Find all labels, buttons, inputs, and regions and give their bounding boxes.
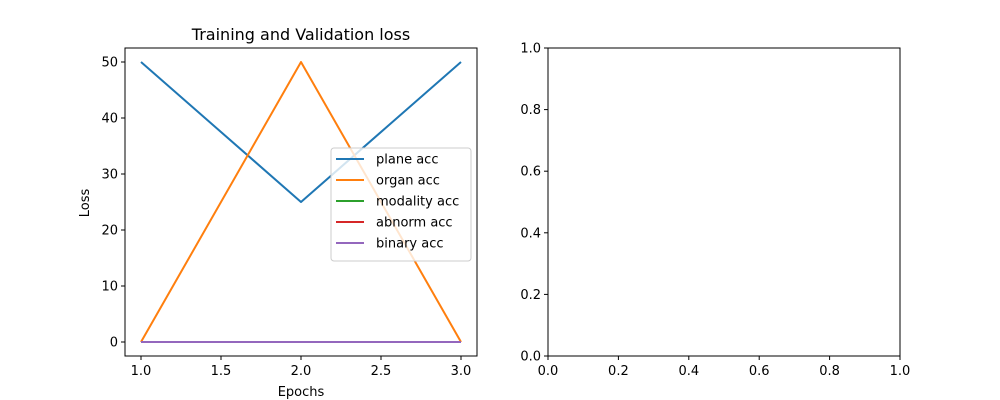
- y-tick-label: 40: [101, 112, 118, 127]
- x-axis-label: Epochs: [278, 385, 325, 400]
- x-tick-label: 2.0: [291, 364, 312, 379]
- y-axis: 0 10 20 30 40 50: [101, 56, 125, 351]
- empty-chart: 0.0 0.2 0.4 0.6 0.8 1.0 0.0 0.2 0.4 0.6 0.8 1.0: [520, 42, 910, 380]
- y-tick-label: 0.2: [520, 288, 541, 303]
- plot-frame: [548, 48, 900, 356]
- legend-label: binary acc: [376, 237, 444, 252]
- x-tick-label: 0.6: [749, 364, 770, 379]
- x-tick-label: 0.2: [608, 364, 629, 379]
- y-tick-label: 30: [101, 168, 118, 183]
- y-tick-label: 1.0: [520, 42, 541, 57]
- y-tick-label: 0.0: [520, 350, 541, 365]
- legend-label: plane acc: [376, 153, 438, 168]
- x-tick-label: 2.5: [371, 364, 392, 379]
- y-axis: 0.0 0.2 0.4 0.6 0.8 1.0: [520, 42, 548, 365]
- y-axis-label: Loss: [78, 189, 93, 218]
- y-tick-label: 10: [101, 280, 118, 295]
- chart-title: Training and Validation loss: [191, 25, 410, 44]
- loss-chart: Training and Validation loss 1.0 1.5 2.0 2.…: [78, 25, 477, 400]
- x-axis: 1.0 1.5 2.0 2.5 3.0: [131, 356, 472, 379]
- x-axis: 0.0 0.2 0.4 0.6 0.8 1.0: [538, 356, 911, 379]
- legend-label: abnorm acc: [376, 216, 453, 231]
- x-tick-label: 3.0: [451, 364, 472, 379]
- x-tick-label: 1.0: [131, 364, 152, 379]
- y-tick-label: 0.4: [520, 226, 541, 241]
- x-tick-label: 0.0: [538, 364, 559, 379]
- y-tick-label: 50: [101, 56, 118, 71]
- y-tick-label: 20: [101, 224, 118, 239]
- x-tick-label: 0.8: [819, 364, 840, 379]
- legend: plane acc organ acc modality acc abnorm acc…: [331, 148, 471, 261]
- legend-label: modality acc: [376, 195, 459, 210]
- y-tick-label: 0: [110, 336, 118, 351]
- legend-label: organ acc: [376, 174, 440, 189]
- y-tick-label: 0.8: [520, 103, 541, 118]
- x-tick-label: 0.4: [678, 364, 699, 379]
- y-tick-label: 0.6: [520, 165, 541, 180]
- x-tick-label: 1.0: [890, 364, 911, 379]
- x-tick-label: 1.5: [211, 364, 232, 379]
